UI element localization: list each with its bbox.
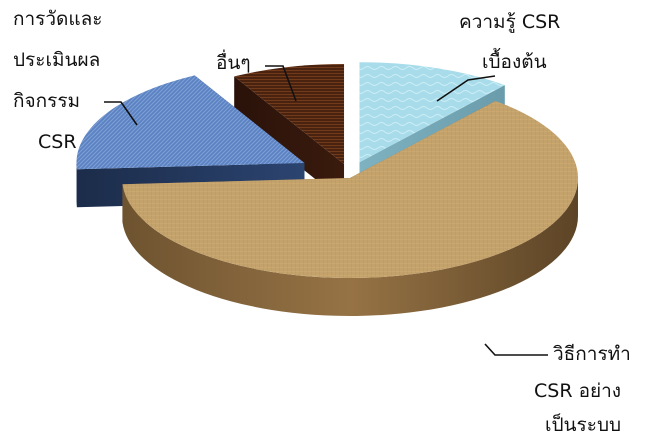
slice-others (234, 64, 345, 203)
slice-csr-evaluation (76, 75, 305, 208)
leader-basic-csr-knowledge (436, 75, 496, 102)
label-line: วิธีการทำ (553, 343, 631, 365)
label-line: เบื้องต้น (482, 51, 547, 73)
label-line: ประเมินผล (13, 49, 101, 71)
slice-top-face (122, 100, 579, 279)
label-line: เป็นระบบ (545, 414, 622, 436)
leader-csr-evaluation (104, 101, 138, 126)
label-line: CSR (38, 131, 77, 153)
leader-others (265, 65, 297, 102)
label-line: CSR อย่าง (534, 380, 622, 402)
slice-top-face (359, 62, 505, 163)
slice-top-face (234, 64, 345, 165)
slice-systematic-csr (122, 100, 579, 317)
label-line: อื่นๆ (216, 52, 251, 74)
label-line: การวัดและ (13, 8, 103, 30)
leader-systematic-csr (484, 343, 548, 356)
slice-top-face (76, 75, 305, 170)
label-line: ความรู้ CSR (459, 11, 561, 33)
label-line: กิจกรรม (13, 90, 81, 112)
slice-side-wall (234, 76, 345, 203)
slice-outer-wall (122, 178, 579, 317)
